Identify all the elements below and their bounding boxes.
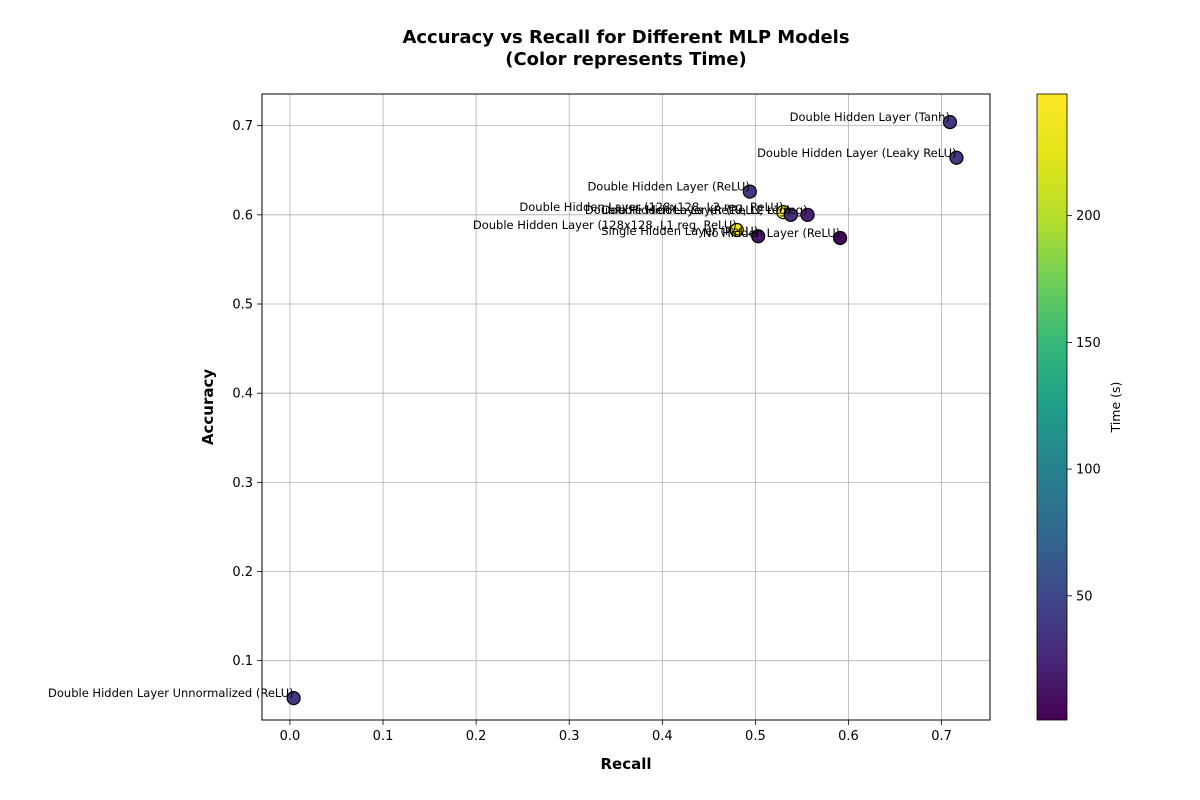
x-axis-label: Recall <box>600 755 651 773</box>
point-label: Double Hidden Layer (ReLU) <box>587 180 749 194</box>
data-point <box>729 222 744 238</box>
y-axis-label: Accuracy <box>199 369 217 445</box>
y-tick-label: 0.4 <box>232 387 253 402</box>
colorbar-tick-label: 150 <box>1076 336 1101 351</box>
data-point <box>751 229 766 244</box>
y-axis-ticks: 0.1 0.2 0.3 0.4 0.5 0.6 0.7 <box>232 119 262 669</box>
x-tick-label: 0.5 <box>745 729 766 744</box>
chart-title-line2: (Color represents Time) <box>505 49 747 70</box>
x-tick-label: 0.2 <box>466 729 487 744</box>
data-point <box>833 230 848 246</box>
point-label: No Hidden Layer (ReLU) <box>703 226 840 240</box>
grid <box>262 94 990 720</box>
data-points <box>286 114 964 706</box>
colorbar-tick-label: 100 <box>1076 463 1101 478</box>
x-tick-label: 0.7 <box>931 729 952 744</box>
colorbar <box>1036 93 1068 721</box>
point-label: Double Hidden Layer (ReLU, L2 reg) <box>585 203 791 217</box>
data-point <box>286 691 301 706</box>
point-label: Double Hidden Layer (128x128, L1 reg, Re… <box>473 218 737 232</box>
colorbar-label: Time (s) <box>1108 382 1123 434</box>
y-tick-label: 0.3 <box>232 476 253 491</box>
data-point <box>800 207 815 222</box>
data-point <box>942 114 958 130</box>
point-label: Double Hidden Layer (128x128, L2 reg, Re… <box>519 200 783 214</box>
data-point <box>783 207 798 222</box>
point-label: Double Hidden Layer (Leaky ReLU) <box>757 146 956 160</box>
colorbar-ticks: 50 100 150 200 <box>1067 209 1101 604</box>
y-tick-label: 0.5 <box>232 298 253 313</box>
point-label: Single Hidden Layer (ReLU) <box>601 224 758 238</box>
colorbar-tick-label: 200 <box>1076 209 1101 224</box>
y-tick-label: 0.7 <box>232 119 253 134</box>
plot-frame <box>261 93 991 721</box>
y-tick-label: 0.2 <box>232 565 253 580</box>
x-tick-label: 0.1 <box>373 729 394 744</box>
colorbar-tick-label: 50 <box>1076 589 1093 604</box>
point-label: Double Hidden Layer (ReLU, L1 reg) <box>602 203 808 217</box>
x-axis-ticks: 0.0 0.1 0.2 0.3 0.4 0.5 0.6 0.7 <box>280 720 952 744</box>
x-tick-label: 0.3 <box>559 729 580 744</box>
x-tick-label: 0.6 <box>838 729 859 744</box>
data-point <box>742 184 757 199</box>
point-label: Double Hidden Layer Unnormalized (ReLU) <box>48 686 294 700</box>
point-label: Double Hidden Layer (Tanh) <box>790 110 950 124</box>
x-tick-label: 0.0 <box>280 729 301 744</box>
x-tick-label: 0.4 <box>652 729 673 744</box>
data-point <box>949 150 964 165</box>
y-tick-label: 0.6 <box>232 208 253 223</box>
chart-title-line1: Accuracy vs Recall for Different MLP Mod… <box>402 27 849 48</box>
point-labels: Double Hidden Layer (Tanh) Double Hidden … <box>48 110 956 700</box>
y-tick-label: 0.1 <box>232 654 253 669</box>
